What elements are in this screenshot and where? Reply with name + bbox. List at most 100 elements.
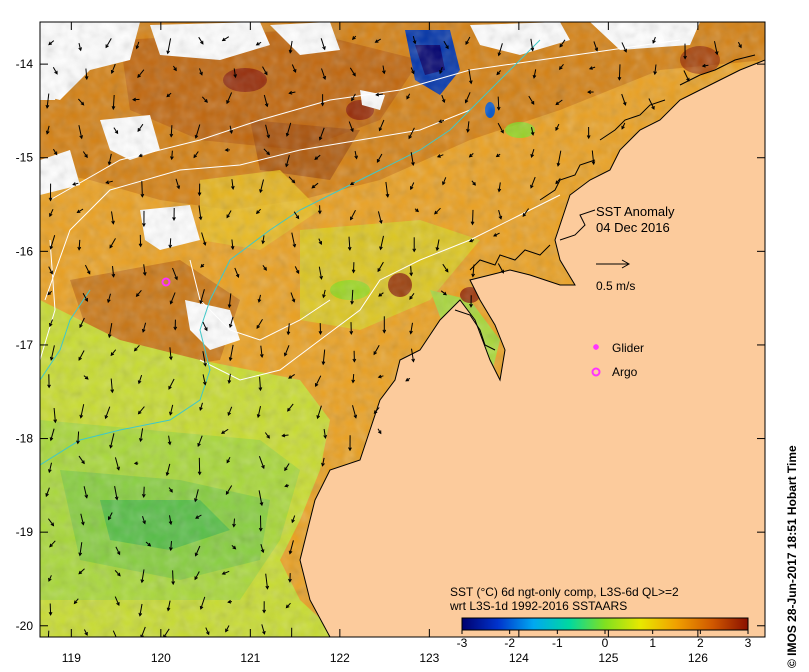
current-vector xyxy=(263,94,268,107)
current-vector xyxy=(376,93,383,96)
current-vector xyxy=(618,64,621,80)
current-vector-head xyxy=(167,441,172,446)
lon-tick: 123 xyxy=(419,22,440,665)
current-vector xyxy=(85,68,88,80)
current-vector-head xyxy=(168,521,173,526)
current-vector xyxy=(293,211,300,219)
current-vector xyxy=(50,428,55,441)
current-vector-head xyxy=(198,216,203,221)
current-vector xyxy=(410,322,413,334)
current-vector-head xyxy=(259,189,263,194)
current-vector xyxy=(143,264,146,276)
current-vector-head xyxy=(347,246,352,251)
current-vector-head xyxy=(382,329,387,334)
current-vector-head xyxy=(445,45,449,50)
current-vector-head xyxy=(221,37,226,42)
current-vector-head xyxy=(283,352,288,357)
current-vector-head xyxy=(114,130,119,135)
current-vector-head xyxy=(379,219,383,225)
current-vector-head xyxy=(76,209,81,214)
current-vector-head xyxy=(227,599,232,604)
current-vector xyxy=(593,41,598,51)
current-vector xyxy=(410,152,414,166)
current-vector-head xyxy=(110,352,115,357)
current-vector-head xyxy=(412,248,417,253)
current-vector-head xyxy=(415,208,419,213)
current-vector-head xyxy=(622,101,627,106)
current-vector-head xyxy=(225,628,229,633)
legend: Glider Argo xyxy=(591,341,644,379)
current-vector-head xyxy=(496,106,501,111)
current-vector xyxy=(110,349,117,356)
current-vectors xyxy=(45,35,742,637)
current-vector-head xyxy=(412,40,417,45)
current-vector xyxy=(225,625,230,632)
current-vector xyxy=(141,181,143,197)
current-vector-head xyxy=(193,154,198,159)
current-vector-head xyxy=(352,72,356,77)
lat-tick-label: -19 xyxy=(16,525,34,539)
current-vector xyxy=(377,211,382,224)
current-vector-head xyxy=(72,182,77,186)
current-vector xyxy=(288,176,295,183)
current-vector xyxy=(621,42,627,53)
current-vector-head xyxy=(555,180,559,185)
lat-tick: -15 xyxy=(16,151,765,165)
current-vector-head xyxy=(73,600,78,605)
current-vector-head xyxy=(377,430,382,435)
current-vector xyxy=(317,405,322,419)
current-vector-head xyxy=(233,74,237,79)
current-vector xyxy=(265,573,268,589)
current-vector-head xyxy=(54,70,58,75)
current-vector-head xyxy=(586,135,591,140)
current-vector xyxy=(321,68,326,80)
current-vector xyxy=(143,486,145,497)
current-vector xyxy=(323,429,326,438)
colorbar-tick-label: 0 xyxy=(602,636,609,650)
current-vector xyxy=(228,293,232,308)
current-vector-head xyxy=(354,155,358,160)
current-vector xyxy=(46,125,50,134)
current-vector xyxy=(112,266,115,277)
current-vector-head xyxy=(45,104,50,109)
current-vector-head xyxy=(166,93,171,98)
current-vector-head xyxy=(558,66,563,71)
current-vector-head xyxy=(264,71,268,76)
current-vector-head xyxy=(108,516,112,521)
current-vector-head xyxy=(493,233,498,237)
current-vector-head xyxy=(199,406,203,412)
current-vector-head xyxy=(470,221,475,226)
current-vector-head xyxy=(295,215,300,220)
current-vector-head xyxy=(379,246,383,251)
current-vector-head xyxy=(621,125,625,130)
current-vector-head xyxy=(321,361,326,366)
current-vector-head xyxy=(652,39,656,44)
current-vector xyxy=(78,239,81,250)
current-vector-head xyxy=(53,151,58,156)
current-vector xyxy=(202,351,206,366)
current-vector-head xyxy=(405,377,410,382)
current-vector-head xyxy=(264,103,269,108)
current-vector-head xyxy=(200,263,205,268)
current-vector xyxy=(290,292,295,302)
current-vector-head xyxy=(79,414,84,419)
current-vector-head xyxy=(320,102,325,107)
current-vector-head xyxy=(200,40,204,45)
argo-float-marker xyxy=(161,277,171,287)
current-vector-head xyxy=(224,148,229,152)
current-vector-head xyxy=(171,581,175,586)
current-vector-head xyxy=(226,459,230,464)
current-vector xyxy=(410,67,415,74)
current-vector-head xyxy=(47,291,52,296)
current-vector xyxy=(472,209,474,225)
current-vector-head xyxy=(686,77,690,82)
current-vector-head xyxy=(587,90,592,94)
current-vector-head xyxy=(77,246,82,251)
current-vector-head xyxy=(202,381,207,386)
current-vector xyxy=(291,232,296,247)
current-vector-head xyxy=(107,161,112,166)
current-vector-head xyxy=(197,442,201,447)
current-vector xyxy=(47,630,50,637)
vector-scale-label: 0.5 m/s xyxy=(596,279,635,293)
current-vector xyxy=(408,127,415,139)
